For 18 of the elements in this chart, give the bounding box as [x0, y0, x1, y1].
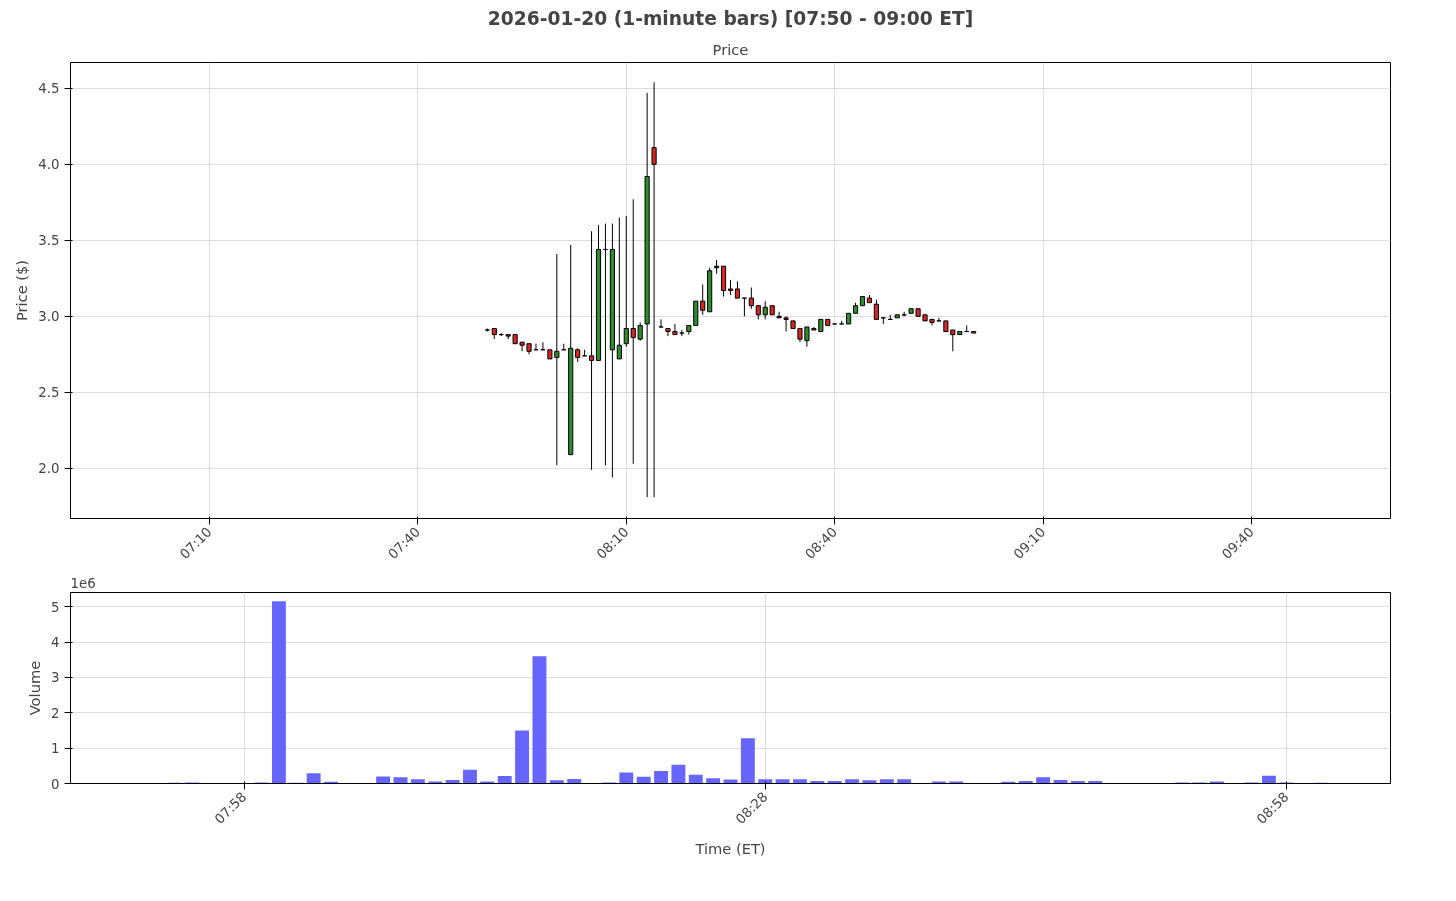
- y-tick-label: 0: [51, 776, 60, 792]
- y-axis-title: Price ($): [13, 259, 31, 322]
- y-tick-label: 4: [51, 635, 60, 651]
- chart-title: 2026-01-20 (1-minute bars) [07:50 - 09:00 ET]: [487, 7, 974, 29]
- y-tick-label: 3.5: [38, 233, 60, 249]
- chart-subtitle: Price: [712, 40, 749, 58]
- y-tick-label: 3.0: [38, 309, 60, 325]
- text: 1e6: [70, 575, 96, 591]
- y-tick-label: 4.5: [38, 81, 60, 97]
- y-tick-label: 4.0: [38, 157, 60, 173]
- y-tick-label: 3: [51, 670, 60, 686]
- y-axis-title: Volume: [26, 660, 44, 716]
- y-tick-label: 2: [51, 705, 60, 721]
- x-axis-title: Time (ET): [694, 840, 766, 858]
- y-tick-label: 2.0: [38, 461, 60, 477]
- y-tick-label: 5: [51, 599, 60, 615]
- y-tick-label: 2.5: [38, 385, 60, 401]
- y-tick-label: 1: [51, 741, 60, 757]
